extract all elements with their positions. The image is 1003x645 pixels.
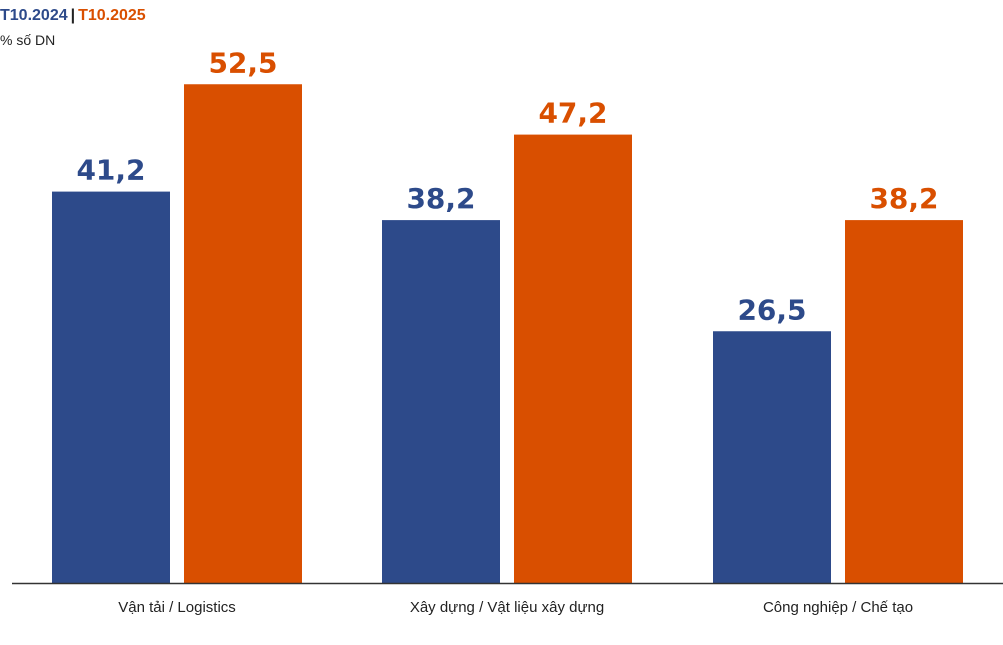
bar-t10-2024-2 (713, 331, 831, 583)
data-label: 38,2 (869, 182, 938, 215)
data-label: 41,2 (76, 154, 145, 187)
legend-separator: | (70, 7, 76, 24)
legend: T10.2024 | T10.2025 (0, 7, 146, 25)
category-label: Vận tải / Logistics (118, 599, 236, 616)
unit-label: % số DN (0, 32, 56, 48)
category-label: Công nghiệp / Chế tạo (763, 599, 913, 616)
data-label: 26,5 (737, 293, 806, 326)
legend-series2: T10.2025 (78, 7, 146, 24)
data-label: 38,2 (406, 182, 475, 215)
legend-series1: T10.2024 (0, 7, 68, 24)
bar-t10-2025-1 (514, 134, 632, 583)
data-label: 52,5 (208, 46, 277, 79)
bar-t10-2024-0 (52, 191, 170, 583)
bar-t10-2025-2 (845, 220, 963, 583)
data-label: 47,2 (538, 97, 607, 130)
bar-t10-2024-1 (382, 220, 500, 583)
bar-t10-2025-0 (184, 84, 302, 583)
category-label: Xây dựng / Vật liệu xây dựng (410, 599, 604, 616)
